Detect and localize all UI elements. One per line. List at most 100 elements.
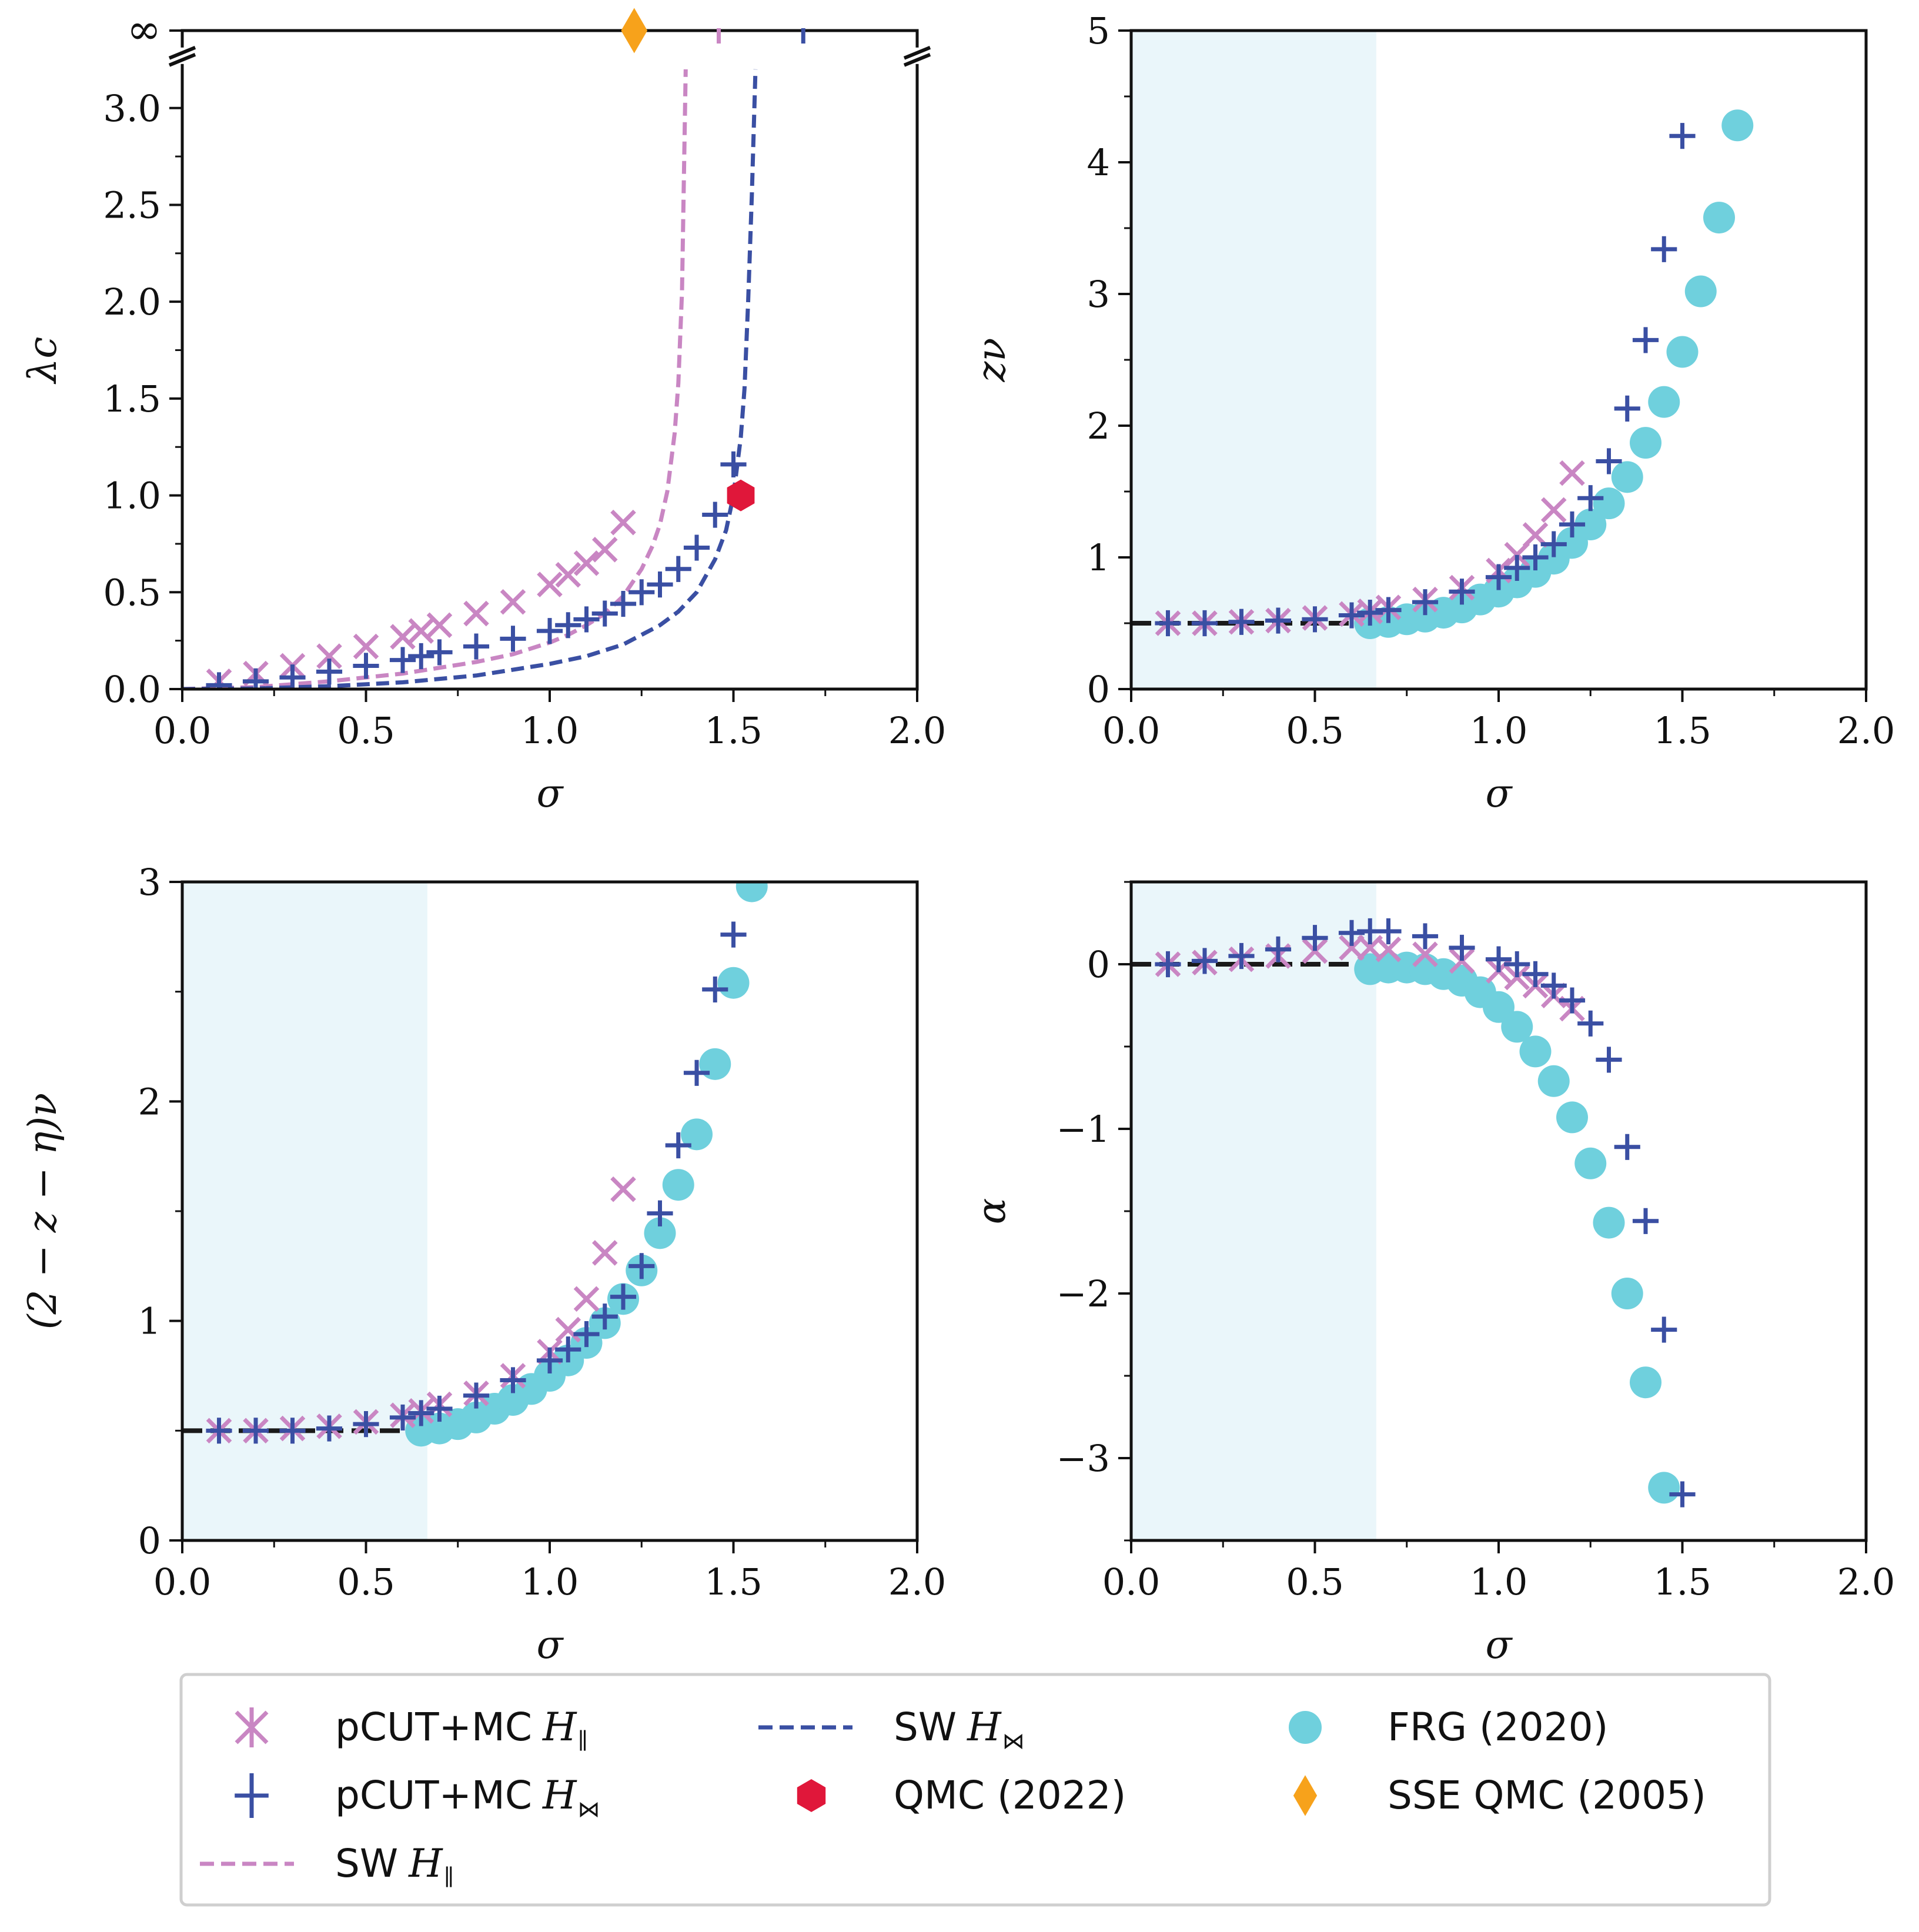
- data-point: [1302, 606, 1328, 633]
- data-point: [665, 1132, 691, 1159]
- data-point: [1357, 600, 1383, 626]
- data-point: [1721, 109, 1754, 142]
- y-tick-label: 3: [1087, 273, 1110, 316]
- data-point: [1611, 1278, 1643, 1309]
- plot-area: [182, 882, 768, 1540]
- data-point: [1485, 946, 1512, 972]
- data-point: [610, 590, 637, 617]
- y-tick-label: −2: [1057, 1272, 1110, 1315]
- legend-label-sub: ∥: [578, 1728, 589, 1754]
- data-point: [426, 612, 453, 639]
- data-point: [1540, 972, 1567, 999]
- y-tick-label: 5: [1087, 9, 1110, 52]
- data-point: [1155, 610, 1181, 637]
- legend: pCUT+MC H∥pCUT+MC H⋈SW H∥SW H⋈QMC (2022)FRG …: [179, 1673, 1771, 1907]
- legend-hexagon-icon: [797, 1779, 826, 1812]
- legend-circle-icon: [1289, 1711, 1322, 1744]
- infinity-marker: [621, 8, 648, 54]
- data-point: [1191, 948, 1218, 974]
- data-point: [555, 1336, 581, 1363]
- data-point: [555, 1316, 581, 1343]
- y-axis-label: (2 − z − η)ν: [20, 1093, 65, 1329]
- legend-label-math: H: [542, 1773, 577, 1818]
- legend-label-text: SW: [335, 1841, 398, 1886]
- data-point: [1228, 609, 1255, 635]
- data-point: [591, 1303, 618, 1330]
- data-point: [316, 659, 343, 685]
- sw-curve: [182, 69, 758, 689]
- data-point: [1504, 964, 1530, 991]
- data-point: [1449, 934, 1475, 961]
- legend-item-sse: SSE QMC (2005): [1293, 1773, 1706, 1818]
- data-point: [1504, 951, 1530, 978]
- data-point: [536, 1347, 563, 1373]
- data-point: [1412, 589, 1439, 616]
- data-point: [353, 653, 379, 679]
- chart-panel-1: 0.0 0.5 1.0 1.5 2.0 σ 0.0 0.5 1.0 1.5 2.0 2.5 3.0 λc ∞: [20, 5, 946, 816]
- y-tick-label-infinity: ∞: [127, 5, 161, 54]
- data-point: [1519, 1035, 1552, 1068]
- x-tick-label: 2.0: [888, 1560, 947, 1603]
- y-tick-label: 0: [1087, 943, 1110, 986]
- legend-label: SW H⋈: [894, 1704, 1025, 1754]
- x-tick-label: 0.5: [337, 709, 395, 752]
- data-point: [1648, 1472, 1680, 1504]
- y-tick-label: 2: [138, 1080, 161, 1123]
- mean-field-region: [1131, 882, 1376, 1540]
- data-point: [683, 534, 710, 561]
- data-point: [1522, 544, 1549, 571]
- data-point: [1577, 1010, 1604, 1037]
- y-tick-label: −3: [1057, 1437, 1110, 1480]
- data-point: [1669, 1481, 1696, 1508]
- data-point: [1412, 941, 1438, 967]
- data-point: [610, 509, 636, 536]
- x-tick-label: 1.0: [1470, 709, 1528, 752]
- data-point: [1614, 1134, 1640, 1160]
- data-point: [1596, 448, 1622, 474]
- data-point: [1574, 1147, 1607, 1179]
- data-point: [1556, 1101, 1588, 1134]
- x-tick-label: 0.5: [337, 1560, 395, 1603]
- data-point: [720, 451, 747, 477]
- data-point: [1265, 936, 1292, 962]
- data-point: [1577, 485, 1604, 512]
- data-point: [1537, 1065, 1570, 1097]
- axis-break-mark: [168, 46, 196, 67]
- y-tick-label: −1: [1057, 1108, 1110, 1151]
- data-point: [1632, 327, 1659, 353]
- x-axis-label: σ: [536, 1622, 564, 1667]
- x-tick-label: 0.0: [1102, 1560, 1161, 1603]
- x-tick-label: 1.5: [1653, 1560, 1711, 1603]
- data-point: [316, 643, 342, 669]
- x-tick-label: 1.0: [521, 1560, 579, 1603]
- legend-label: SSE QMC (2005): [1388, 1773, 1706, 1818]
- x-axis-label: σ: [536, 771, 564, 816]
- data-point: [500, 1367, 526, 1393]
- y-tick-label: 4: [1087, 141, 1110, 184]
- legend-item-sw_ii: SW H∥: [200, 1841, 454, 1890]
- data-point: [1155, 951, 1181, 978]
- x-tick-label: 2.0: [888, 709, 947, 752]
- data-point: [1228, 942, 1255, 970]
- data-point: [1191, 610, 1218, 637]
- data-point: [426, 639, 453, 666]
- data-point: [1339, 935, 1365, 961]
- data-point: [1648, 386, 1680, 418]
- data-point: [408, 618, 434, 644]
- data-point: [1559, 460, 1585, 486]
- axes-frame: [180, 29, 919, 691]
- plot-area: [1131, 882, 1696, 1540]
- data-point: [699, 1048, 731, 1080]
- data-point: [683, 1059, 710, 1086]
- data-point: [662, 1169, 694, 1201]
- data-point: [647, 1200, 673, 1226]
- y-tick-label: 2: [1087, 405, 1110, 447]
- y-tick-label: 1: [138, 1300, 161, 1343]
- data-point: [279, 664, 306, 689]
- chart-panel-2: 0.0 0.5 1.0 1.5 2.0 σ 0 1 2 3 4 5 zν: [969, 9, 1895, 816]
- data-point: [1375, 918, 1402, 945]
- data-point: [1666, 336, 1699, 368]
- data-point: [555, 561, 581, 588]
- data-point: [1651, 236, 1677, 262]
